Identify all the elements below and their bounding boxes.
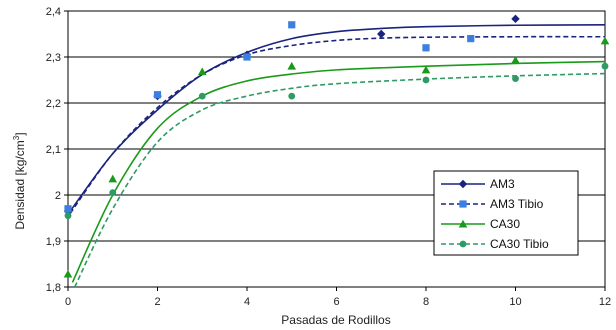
data-points (63, 14, 610, 278)
y-axis-title-end: ] (13, 132, 27, 135)
data-point-am3-tibio (243, 53, 251, 61)
legend-label-am3: AM3 (490, 177, 515, 191)
data-point-am3-tibio (153, 91, 162, 99)
data-point-ca30-tibio (64, 212, 72, 220)
data-point-ca30-tibio (198, 92, 206, 100)
x-tick-label: 4 (244, 296, 250, 308)
fit-curves (69, 24, 606, 288)
y-tick-label: 2 (55, 190, 61, 202)
y-tick-label: 1,8 (46, 282, 61, 294)
data-point-am3 (377, 29, 386, 39)
x-tick-label: 10 (509, 296, 521, 308)
data-point-ca30 (511, 55, 520, 64)
data-point-am3-tibio (288, 21, 296, 29)
legend: AM3 AM3 Tibio CA30 CA30 Tibio (433, 170, 579, 256)
y-tick-label: 2,2 (46, 98, 61, 110)
axis-ticks: 1,8 1,9 2 2,1 2,2 2,3 2,4 0 2 4 6 8 10 12 (46, 6, 611, 308)
x-tick-label: 12 (599, 296, 611, 308)
x-tick-label: 0 (65, 296, 71, 308)
legend-label-am3-tibio: AM3 Tibio (490, 197, 544, 211)
data-point-ca30 (421, 65, 431, 74)
fit-curve-am3 (69, 24, 606, 212)
legend-box (433, 170, 579, 256)
y-tick-label: 2,1 (46, 144, 61, 156)
y-tick-label: 2,4 (46, 6, 61, 18)
data-point-am3 (511, 14, 520, 24)
fit-curve-ca30-tibio (73, 72, 606, 288)
y-tick-label: 2,3 (46, 52, 61, 64)
data-point-am3-tibio (467, 35, 475, 43)
legend-marker-am3 (458, 179, 468, 189)
legend-marker-ca30 (458, 219, 468, 228)
data-point-ca30 (287, 61, 297, 70)
legend-label-ca30-tibio: CA30 Tibio (490, 237, 549, 251)
data-point-ca30 (63, 269, 73, 278)
data-point-ca30-tibio (512, 75, 519, 83)
data-point-ca30 (600, 36, 610, 45)
x-tick-label: 6 (333, 296, 339, 308)
y-axis-title-main: Densidad [kg/cm (13, 140, 27, 229)
data-point-ca30-tibio (288, 92, 296, 100)
data-point-ca30-tibio (601, 62, 609, 70)
x-tick-label: 8 (423, 296, 429, 308)
data-point-ca30-tibio (422, 76, 430, 84)
data-point-ca30 (108, 174, 118, 183)
data-point-am3-tibio (64, 205, 72, 213)
y-axis-title-superscript: 3 (12, 135, 21, 140)
legend-label-ca30: CA30 (490, 217, 520, 231)
data-point-am3-tibio (422, 44, 430, 52)
fit-curve-ca30 (71, 60, 606, 283)
y-axis-title: Densidad [kg/cm3] (12, 132, 27, 229)
data-point-ca30 (197, 67, 207, 76)
x-axis-title: Pasadas de Rodillos (281, 313, 390, 327)
y-tick-label: 1,9 (46, 236, 61, 248)
data-point-ca30-tibio (109, 189, 117, 197)
x-tick-label: 2 (154, 296, 160, 308)
legend-marker-ca30-tibio (459, 240, 467, 248)
legend-marker-am3-tibio (459, 200, 467, 208)
